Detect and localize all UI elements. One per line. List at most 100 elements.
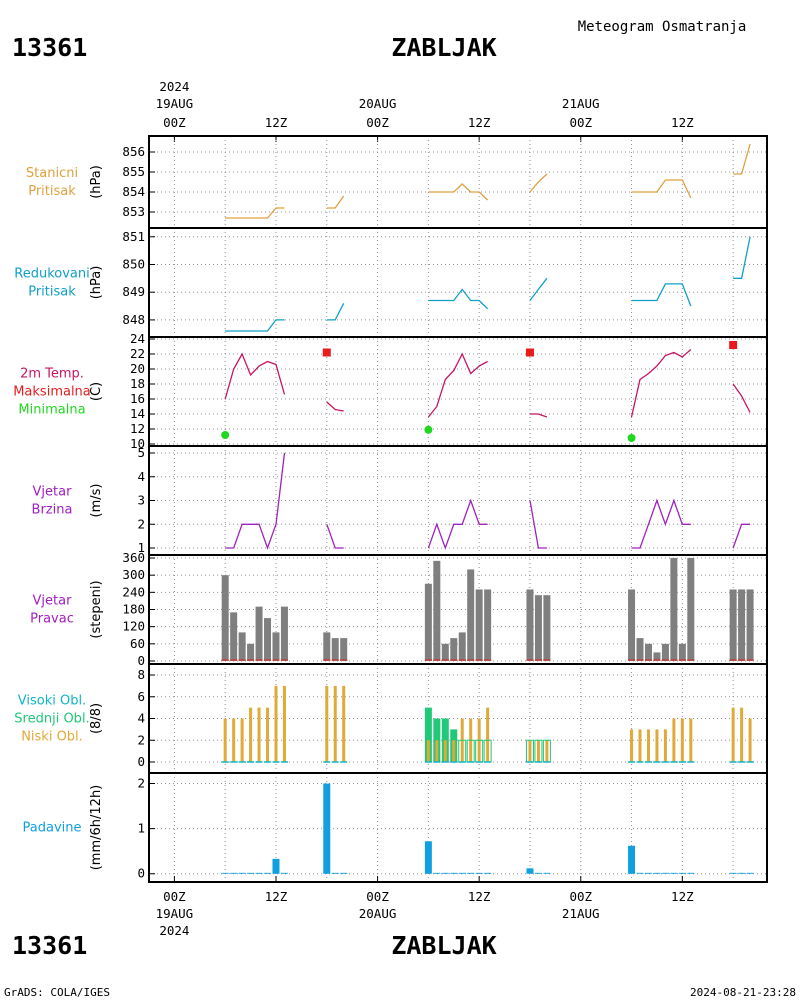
y-axis-label: (stepeni) bbox=[89, 580, 104, 638]
cloud-low-bar bbox=[528, 740, 532, 762]
tmax-marker bbox=[729, 341, 738, 349]
series-line bbox=[428, 288, 489, 310]
y-tick-label: 1 bbox=[137, 821, 145, 836]
bottom-hour-label: 00Z bbox=[366, 889, 389, 904]
station-id-top: 13361 bbox=[12, 33, 87, 62]
cloud-mid-bar bbox=[424, 707, 432, 762]
cloud-low-bar bbox=[731, 707, 735, 762]
direction-bar bbox=[628, 589, 636, 661]
series-line bbox=[732, 383, 751, 413]
y-tick-label: 8 bbox=[137, 667, 145, 682]
cloud-low-bar bbox=[274, 685, 278, 762]
precip-bar bbox=[433, 872, 441, 874]
tmax-marker bbox=[322, 348, 331, 357]
precip-bar bbox=[323, 783, 331, 874]
y-tick-label: 6 bbox=[137, 689, 145, 704]
panel-label: Pritisak bbox=[28, 285, 76, 300]
bottom-hour-label: 12Z bbox=[265, 889, 288, 904]
direction-bar bbox=[230, 612, 238, 661]
precip-bar bbox=[264, 872, 272, 874]
y-tick-label: 120 bbox=[122, 619, 145, 634]
bottom-date-label: 19AUG bbox=[156, 906, 194, 921]
y-tick-label: 240 bbox=[122, 584, 145, 599]
direction-bar bbox=[433, 560, 441, 661]
cloud-low-bar bbox=[672, 718, 676, 762]
precip-bar bbox=[230, 872, 238, 874]
series-line bbox=[326, 524, 344, 549]
bottom-hour-label: 00Z bbox=[569, 889, 592, 904]
direction-bar bbox=[670, 558, 678, 661]
y-tick-label: 24 bbox=[130, 331, 145, 346]
y-tick-label: 856 bbox=[122, 144, 145, 159]
panel-5: 0 2 4 6 8 (8/8)Visoki Obl. Srednji Obl. Niski O… bbox=[14, 663, 768, 774]
precip-bar bbox=[543, 872, 551, 874]
series-line bbox=[631, 498, 691, 549]
top-hour-label: 12Z bbox=[265, 115, 288, 130]
bottom-year-label: 2024 bbox=[159, 923, 189, 938]
cloud-low-bar bbox=[443, 740, 447, 762]
top-hour-label: 12Z bbox=[468, 115, 491, 130]
cloud-low-bar bbox=[266, 707, 270, 762]
precip-bar bbox=[534, 872, 542, 874]
precip-bar bbox=[467, 872, 475, 874]
series-line bbox=[224, 352, 286, 400]
panel-label: Pravac bbox=[30, 612, 74, 627]
cloud-low-bar bbox=[232, 718, 236, 762]
panel-label: Srednji Obl. bbox=[14, 712, 89, 727]
cloud-low-bar bbox=[646, 729, 650, 762]
cloud-low-bar bbox=[630, 729, 634, 762]
precip-bar bbox=[746, 872, 754, 874]
direction-bar bbox=[247, 643, 255, 661]
direction-bar bbox=[450, 638, 458, 661]
direction-bar bbox=[467, 569, 475, 661]
precip-bar bbox=[687, 872, 695, 874]
precip-bar bbox=[475, 872, 483, 874]
credit-text: GrADS: COLA/IGES bbox=[4, 986, 110, 999]
bottom-date-label: 21AUG bbox=[562, 906, 600, 921]
panel-0: 853 854 855 856 (hPa) Stanicni Pritisak bbox=[26, 135, 768, 229]
station-id-bottom: 13361 bbox=[12, 931, 87, 960]
direction-bar bbox=[255, 606, 263, 661]
y-tick-label: 1 bbox=[137, 540, 145, 555]
top-hour-label: 00Z bbox=[569, 115, 592, 130]
precip-bar bbox=[441, 872, 449, 874]
direction-bar bbox=[475, 589, 483, 661]
station-name-top: ZABLJAK bbox=[391, 33, 496, 62]
series-line bbox=[427, 498, 488, 550]
direction-bar bbox=[441, 643, 449, 661]
cloud-low-bar bbox=[249, 707, 253, 762]
y-tick-label: 851 bbox=[122, 229, 145, 244]
panel-3: 1 2 3 4 5 (m/s) Vjetar Brzina bbox=[32, 445, 768, 556]
top-date-label: 19AUG bbox=[156, 96, 194, 111]
cloud-low-bar bbox=[748, 718, 752, 762]
y-tick-label: 14 bbox=[130, 406, 145, 421]
panel-6: 0 1 2 (mm/6h/12h) Padavine bbox=[23, 772, 768, 883]
precip-bar bbox=[661, 872, 669, 874]
series-line bbox=[733, 143, 751, 175]
y-tick-label: 2 bbox=[137, 516, 145, 531]
precip-bar bbox=[424, 841, 432, 874]
panel-label: 2m Temp. bbox=[20, 367, 84, 382]
direction-bar bbox=[644, 643, 652, 661]
cloud-low-bar bbox=[257, 707, 261, 762]
y-tick-label: 18 bbox=[130, 376, 145, 391]
y-tick-label: 850 bbox=[122, 256, 145, 271]
y-tick-label: 0 bbox=[137, 653, 145, 668]
direction-bar bbox=[221, 575, 229, 661]
direction-bar bbox=[484, 589, 492, 661]
precip-bar bbox=[272, 858, 280, 874]
series-line bbox=[326, 303, 345, 321]
panel-label: Redukovani bbox=[14, 267, 89, 282]
y-axis-label: (C) bbox=[89, 382, 104, 401]
series-line bbox=[631, 283, 692, 307]
series-line bbox=[529, 173, 548, 193]
panel-label: Minimalna bbox=[18, 403, 85, 418]
y-tick-label: 0 bbox=[137, 754, 145, 769]
precip-bar bbox=[678, 872, 686, 874]
precip-bar bbox=[255, 872, 263, 874]
y-tick-label: 5 bbox=[137, 445, 145, 460]
precip-bar bbox=[221, 872, 229, 874]
y-tick-label: 22 bbox=[130, 346, 145, 361]
cloud-low-bar bbox=[435, 740, 439, 762]
panel-label: Stanicni bbox=[26, 166, 78, 181]
